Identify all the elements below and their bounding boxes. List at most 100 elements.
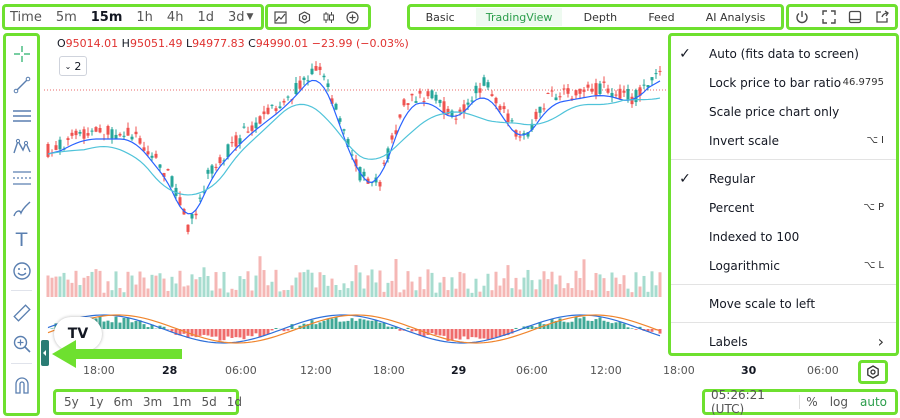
menu-item-regular[interactable]: ✓ Regular [671,164,896,193]
tf-3d[interactable]: 3d [227,9,245,25]
macd-histogram-bar [318,322,322,329]
settings-icon[interactable] [292,7,316,27]
menu-item-auto-fits-data-to-screen[interactable]: ✓ Auto (fits data to screen) [671,39,896,68]
macd-histogram-bar [630,328,634,329]
macd-histogram-bar [582,316,586,329]
volume-bar [638,286,642,297]
range-5d[interactable]: 5d [201,395,217,409]
candle-icon[interactable] [316,7,340,27]
macd-histogram-bar [406,327,410,329]
range-6m[interactable]: 6m [113,395,133,409]
utc-clock[interactable]: 05:26:21 (UTC) [711,388,765,416]
menu-item-logarithmic[interactable]: Logarithmic ⌥ L [671,251,896,280]
tf-1h[interactable]: 1h [136,9,153,25]
collapse-toolbar-handle[interactable] [41,340,49,366]
candle-body [498,105,502,110]
macd-histogram-bar [222,329,226,341]
volume-bar [94,269,98,297]
interval-toggle[interactable]: ⌄ 2 [59,56,87,76]
share-icon[interactable] [870,7,894,27]
menu-item-move-scale-to-left[interactable]: Move scale to left [671,289,896,318]
log-toggle[interactable]: log [829,395,848,409]
candle-body [558,96,562,98]
fib-icon[interactable] [10,166,34,190]
trend-line-icon[interactable] [10,73,34,97]
candle-body [242,126,246,128]
fullscreen-icon[interactable] [817,7,841,27]
candle-body [46,144,50,157]
candle-body [422,101,426,103]
tab-basic[interactable]: Basic [425,10,455,24]
range-5y[interactable]: 5y [64,395,79,409]
menu-item-percent[interactable]: Percent ⌥ P [671,193,896,222]
candle-body [654,73,658,75]
time-axis-label: 18:00 [83,364,115,377]
scale-settings-button[interactable] [858,360,888,384]
range-1m[interactable]: 1m [172,395,192,409]
range-1d[interactable]: 1d [226,395,243,409]
pattern-icon[interactable] [10,135,34,159]
volume-bar [482,285,486,297]
macd-histogram-bar [358,318,362,329]
candle-body [586,84,590,88]
macd-histogram-bar [574,316,578,329]
tab-ai-analysis[interactable]: AI Analysis [705,10,766,24]
menu-item-invert-scale[interactable]: Invert scale ⌥ I [671,126,896,155]
candle-body [86,133,90,136]
candle-body [438,99,442,104]
candle-body [426,91,430,97]
tab-tradingview[interactable]: TradingView [475,8,563,26]
price-chart[interactable] [44,33,668,353]
tab-feed[interactable]: Feed [648,10,675,24]
macd-histogram-bar [142,324,146,329]
macd-histogram-bar [270,329,274,331]
moving-average-slow [47,97,661,196]
volume-bar [158,273,162,297]
candle-body [106,126,110,135]
crosshair-icon[interactable] [10,42,34,66]
tf-1d[interactable]: 1d [197,9,214,25]
tf-4h[interactable]: 4h [166,9,184,25]
zoom-icon[interactable] [10,332,34,356]
range-3m[interactable]: 3m [142,395,163,409]
power-icon[interactable] [790,7,814,27]
ruler-icon[interactable] [10,301,34,325]
macd-histogram-bar [474,329,478,338]
macd-histogram-bar [434,329,438,335]
macd-histogram-bar [526,325,530,329]
candle-body [350,154,354,156]
brush-icon[interactable] [10,197,34,221]
menu-item-labels[interactable]: Labels › [671,327,896,356]
macd-histogram-bar [550,319,554,329]
candle-body [134,131,138,135]
layout-icon[interactable] [843,7,867,27]
add-icon[interactable] [340,7,364,27]
magnet-icon[interactable] [10,374,34,398]
menu-item-scale-price-chart-only[interactable]: Scale price chart only [671,97,896,126]
indicator-icon[interactable] [268,7,292,27]
candle-body [610,92,614,97]
macd-histogram-bar [210,329,214,337]
volume-bar [74,270,78,297]
macd-histogram-bar [330,318,334,329]
tf-5m[interactable]: 5m [55,9,77,25]
volume-bar [82,277,86,297]
range-1y[interactable]: 1y [88,395,104,409]
macd-histogram-bar [214,329,218,337]
tab-depth[interactable]: Depth [583,10,618,24]
text-icon[interactable]: T [15,229,28,251]
time-axis-label: 06:00 [516,364,548,377]
horizontal-lines-icon[interactable] [10,104,34,128]
candle-body [258,116,262,124]
menu-item-indexed-to-100[interactable]: Indexed to 100 [671,222,896,251]
emoji-icon[interactable] [10,259,34,283]
ohlc-close-value: 94990.01 [255,37,309,50]
caret-down-icon[interactable]: ▼ [246,12,254,22]
candle-body [246,131,250,133]
tf-15m[interactable]: 15m [90,9,123,25]
candle-body [206,169,210,174]
percent-toggle[interactable]: % [806,395,818,409]
volume-bar [190,274,194,297]
auto-toggle[interactable]: auto [859,395,887,409]
menu-item-lock-price-to-bar-ratio[interactable]: Lock price to bar ratio 46.9795 [671,68,896,97]
